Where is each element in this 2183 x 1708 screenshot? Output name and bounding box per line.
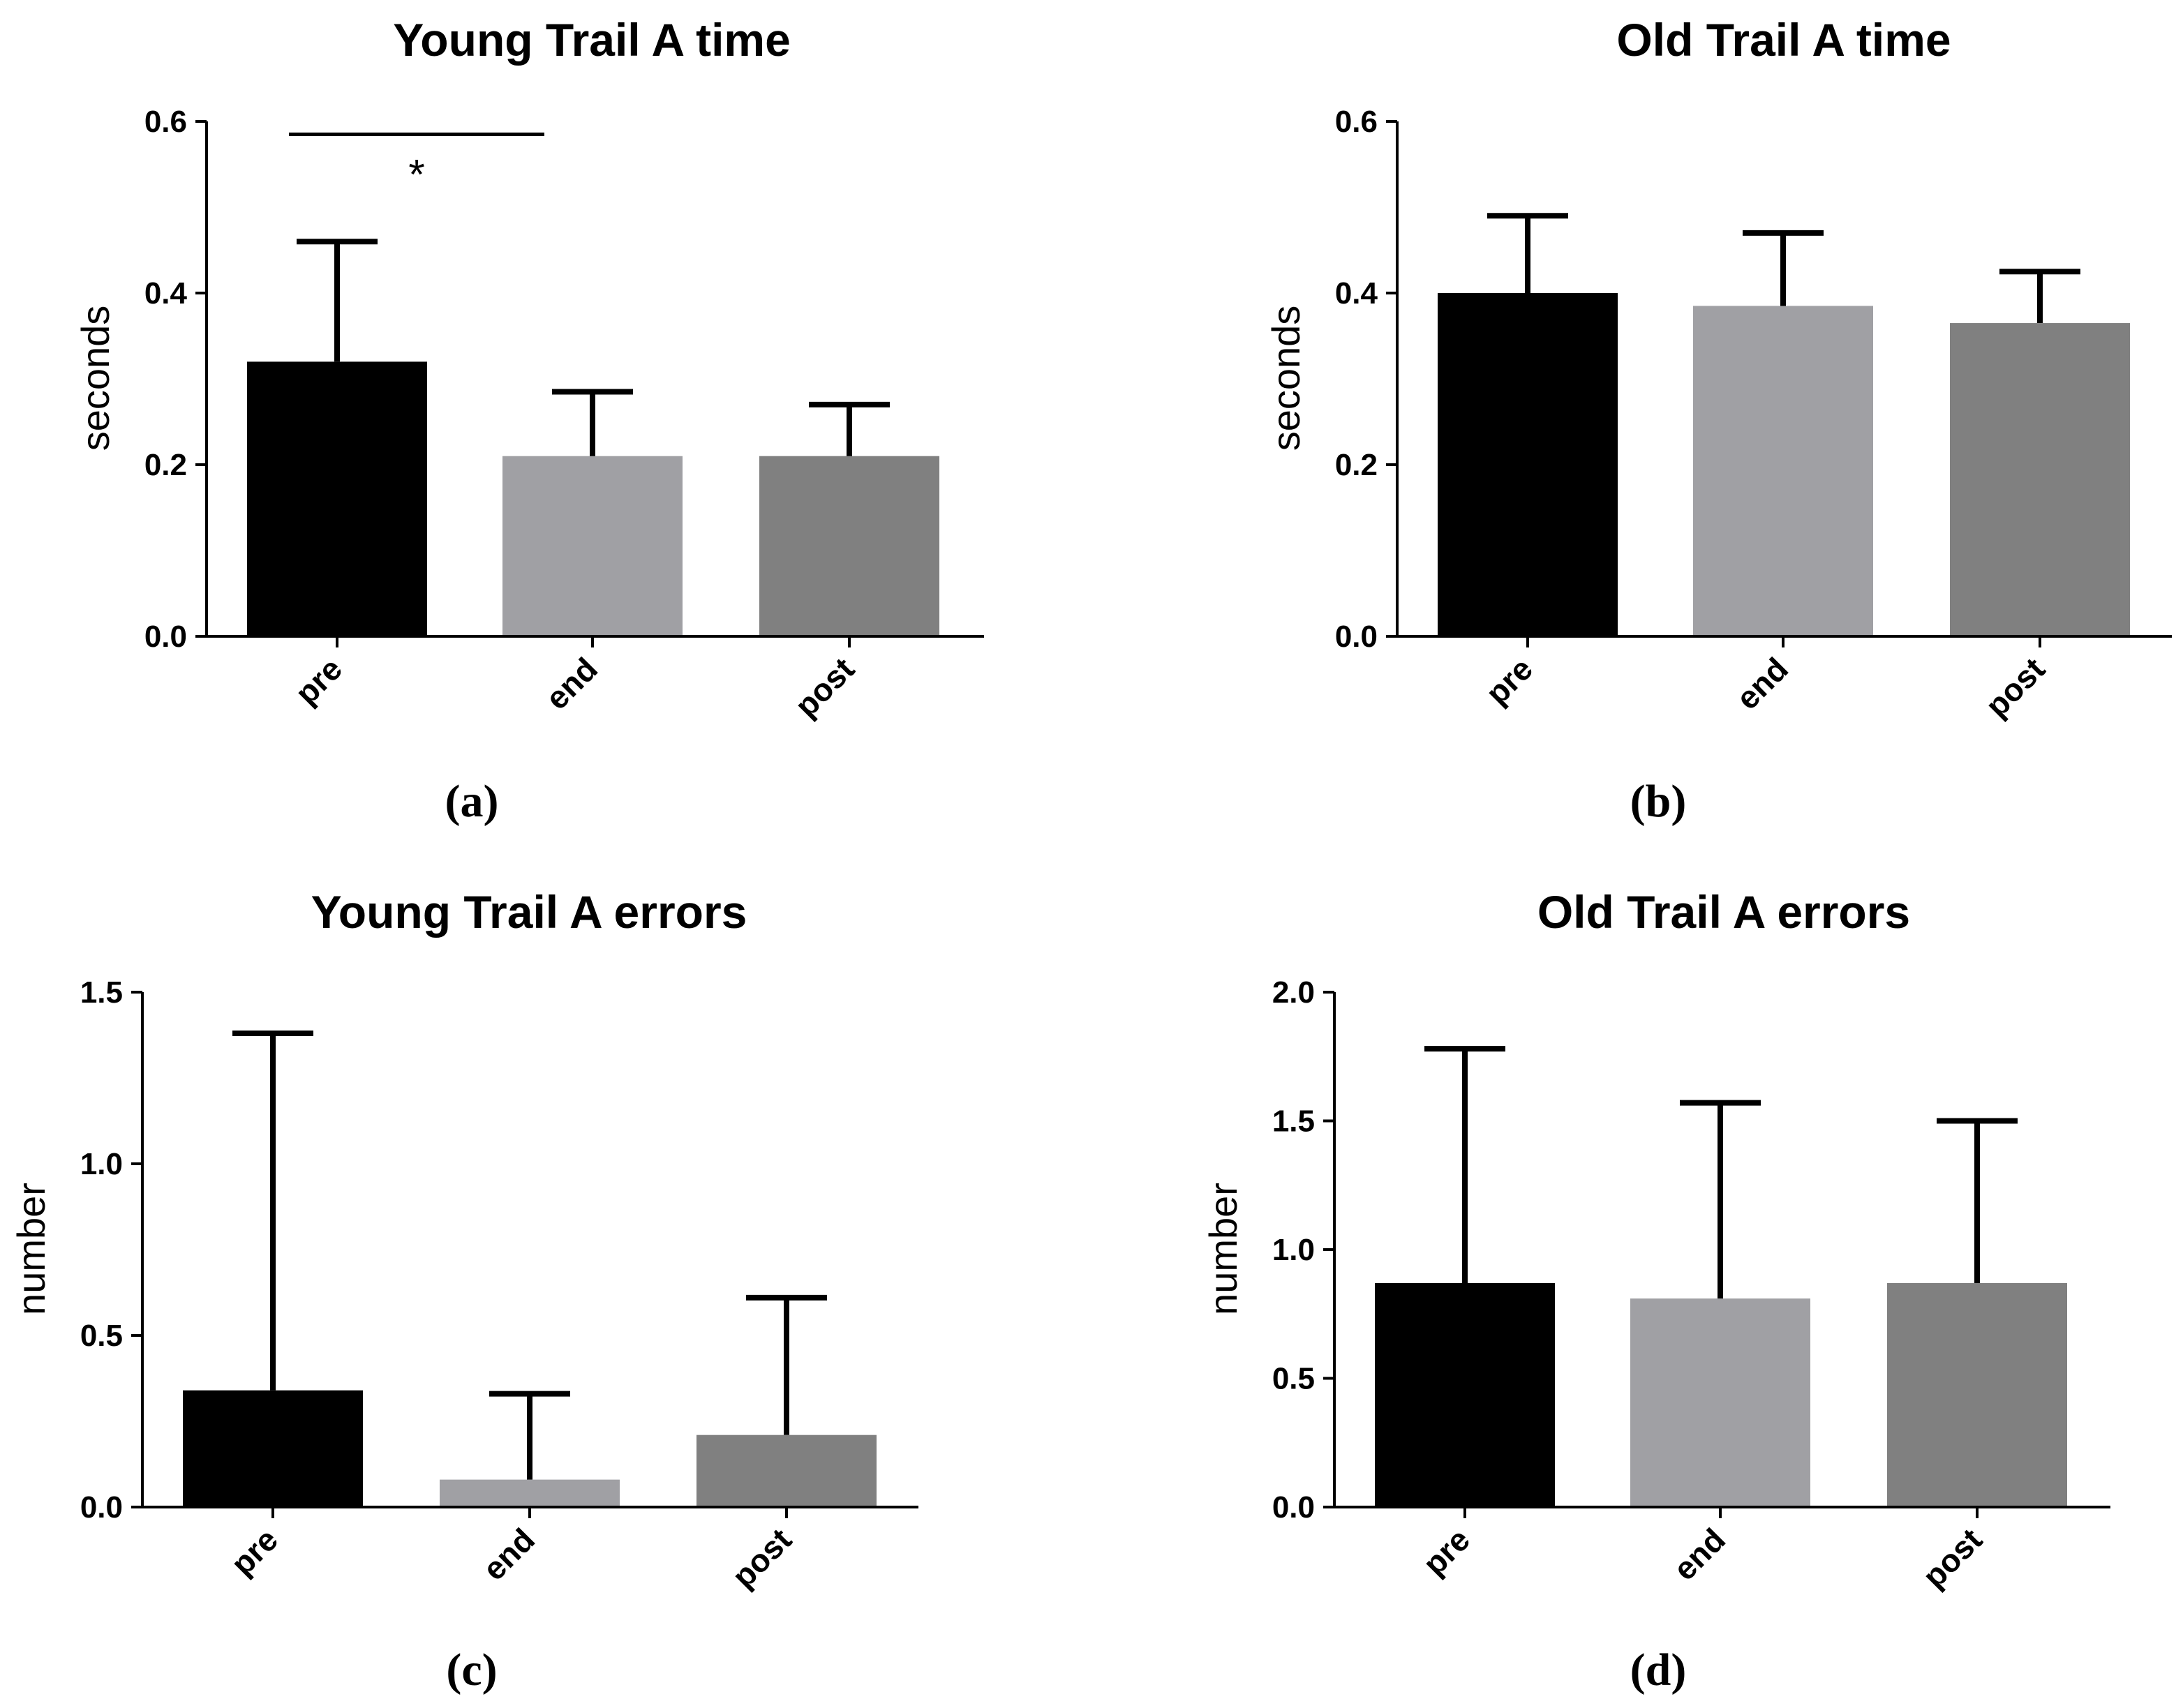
panel-a-significance-mark: *	[408, 151, 424, 197]
panel-b-bar-post	[1950, 323, 2130, 636]
panel-b-ytick-label: 0.2	[1335, 448, 1378, 482]
panel-c-ytick-label: 0.5	[80, 1319, 123, 1353]
panel-b-bar-pre	[1438, 293, 1618, 636]
panel-c-title: Young Trail A errors	[311, 886, 747, 938]
panel-c-bar-end	[440, 1479, 620, 1507]
panel-b-label: (b)	[1630, 776, 1687, 827]
panel-d-ytick-label: 1.5	[1272, 1104, 1315, 1139]
panel-a-bar-post	[759, 456, 939, 636]
panel-a-ytick-label: 0.6	[144, 105, 187, 139]
panel-b: Old Trail A time seconds 0.00.20.40.6pre…	[1264, 14, 2172, 827]
panel-d-bar-post	[1887, 1282, 2067, 1507]
panel-b-title: Old Trail A time	[1616, 14, 1951, 66]
panel-d-bar-pre	[1375, 1282, 1555, 1507]
panel-c-ytick-label: 0.0	[80, 1490, 123, 1525]
panel-d-ytick-label: 0.5	[1272, 1362, 1315, 1396]
panel-b-ytick-label: 0.6	[1335, 105, 1378, 139]
panel-d-ylabel: number	[1201, 1183, 1245, 1315]
panel-d-ytick-label: 1.0	[1272, 1233, 1315, 1267]
panel-b-ytick-label: 0.4	[1335, 276, 1378, 310]
panel-d-label: (d)	[1630, 1645, 1687, 1695]
panel-c-label: (c)	[446, 1645, 497, 1695]
panel-a-bar-end	[502, 456, 683, 636]
panel-c-bar-post	[696, 1434, 877, 1507]
panel-a-label: (a)	[445, 776, 499, 827]
panel-a-ytick-label: 0.4	[144, 276, 188, 310]
panel-c-ytick-label: 1.5	[80, 975, 123, 1010]
panel-a-ytick-label: 0.2	[144, 448, 187, 482]
panel-a-ytick-label: 0.0	[144, 620, 187, 654]
panel-d-ytick-label: 2.0	[1272, 975, 1315, 1010]
panel-a-title: Young Trail A time	[393, 14, 791, 66]
panel-b-ytick-label: 0.0	[1335, 620, 1378, 654]
panel-a-bar-pre	[247, 361, 427, 636]
panel-d-title: Old Trail A errors	[1537, 886, 1910, 938]
panel-a-ylabel: seconds	[73, 306, 117, 451]
panel-a: Young Trail A time seconds 0.00.20.40.6p…	[73, 14, 984, 827]
panel-d-bar-end	[1630, 1298, 1810, 1507]
panel-b-bar-end	[1693, 306, 1873, 636]
panel-b-ylabel: seconds	[1264, 306, 1308, 451]
panel-c-ylabel: number	[9, 1183, 53, 1315]
panel-c-bar-pre	[183, 1390, 363, 1507]
panel-c: Young Trail A errors number 0.0 0.5 1.0 1.5…	[9, 886, 918, 1695]
panel-d-ytick-label: 0.0	[1272, 1490, 1315, 1525]
panel-c-ytick-label: 1.0	[80, 1147, 123, 1181]
